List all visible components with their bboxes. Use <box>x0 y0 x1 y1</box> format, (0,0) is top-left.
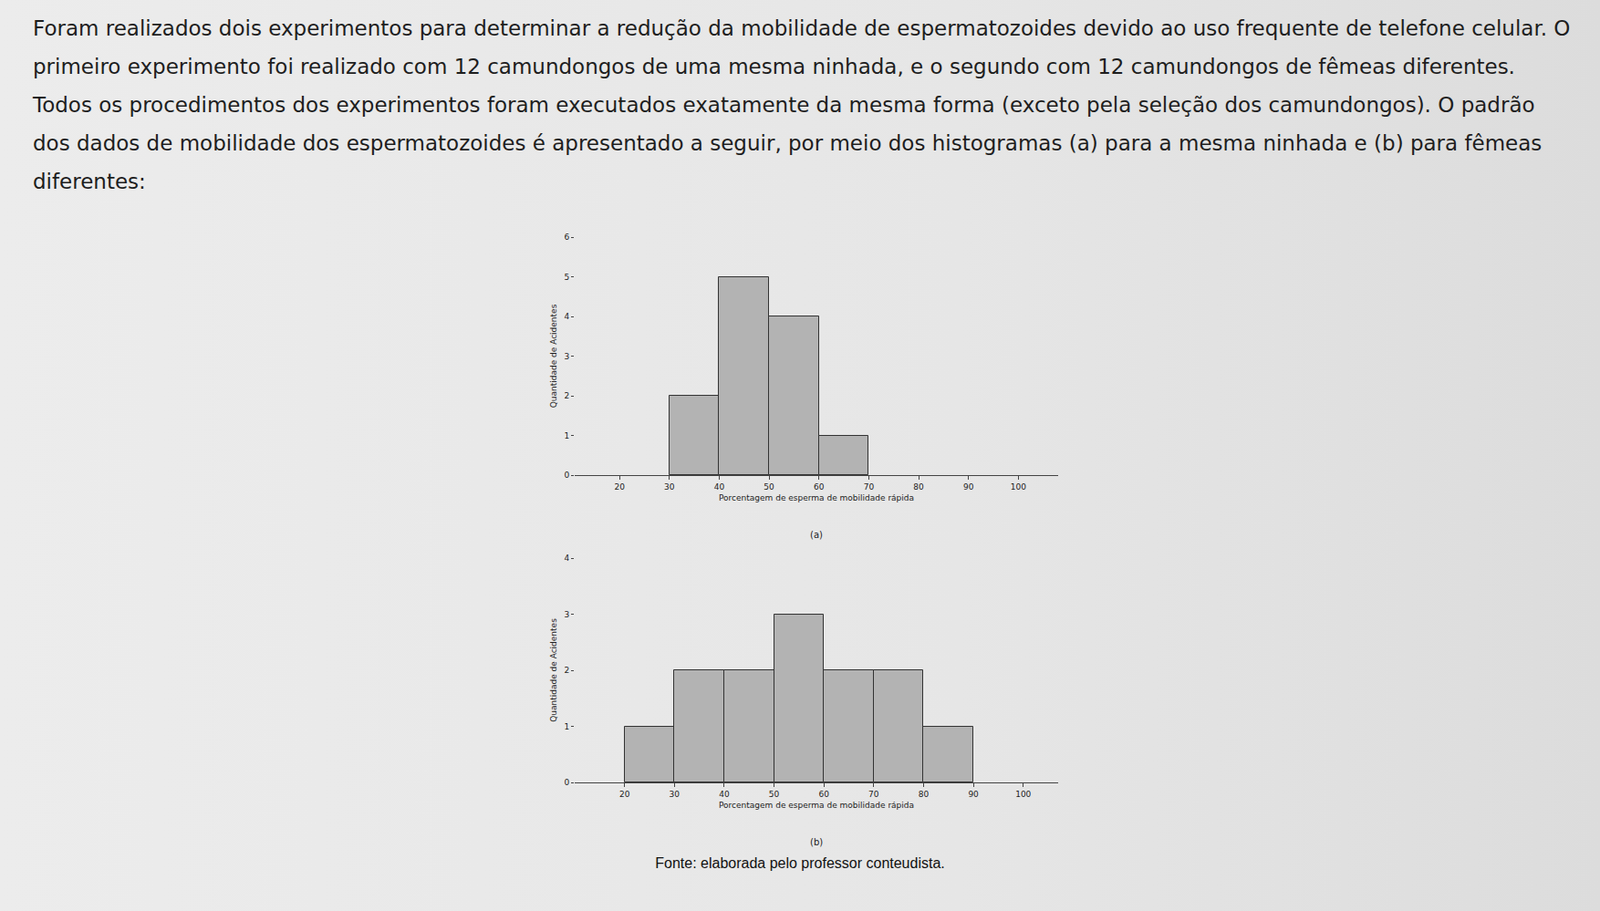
svg-text:Quantidade de Acidentes: Quantidade de Acidentes <box>549 618 559 723</box>
svg-text:3: 3 <box>563 610 570 620</box>
svg-text:60: 60 <box>813 482 825 492</box>
html-text:Fonte: elaborada pelo professo: Fonte: elaborada pelo professor conteudi… <box>655 855 945 872</box>
svg-text:90: 90 <box>967 789 979 800</box>
svg-text:40: 40 <box>718 789 730 800</box>
svg-text:30: 30 <box>664 482 676 492</box>
svg-text:Porcentagem de esperma de mobi: Porcentagem de esperma de mobilidade ráp… <box>718 800 915 811</box>
svg-text:4: 4 <box>563 311 570 322</box>
svg-text:60: 60 <box>818 789 830 800</box>
svg-text:0: 0 <box>563 470 570 480</box>
svg-text:20: 20 <box>613 482 625 492</box>
svg-text:5: 5 <box>563 272 570 282</box>
svg-text:Quantidade de Acidentes: Quantidade de Acidentes <box>549 303 559 408</box>
svg-text:Porcentagem de esperma de mobi: Porcentagem de esperma de mobilidade ráp… <box>718 493 915 503</box>
svg-text:100: 100 <box>1010 482 1027 492</box>
svg-text:2: 2 <box>563 665 570 676</box>
svg-text:6: 6 <box>563 232 570 242</box>
svg-text:100: 100 <box>1015 789 1031 800</box>
svg-text:(a): (a) <box>810 529 823 541</box>
svg-text:2: 2 <box>563 391 570 401</box>
svg-text:30: 30 <box>669 789 681 800</box>
svg-text:70: 70 <box>868 789 880 800</box>
svg-text:50: 50 <box>763 482 775 492</box>
svg-text:20: 20 <box>619 789 631 800</box>
svg-text:40: 40 <box>714 482 726 492</box>
svg-text:(b): (b) <box>810 837 823 848</box>
svg-text:50: 50 <box>768 789 780 800</box>
svg-text:1: 1 <box>563 722 570 732</box>
svg-text:1: 1 <box>563 431 570 441</box>
svg-text:70: 70 <box>863 482 875 492</box>
svg-text:80: 80 <box>918 789 930 800</box>
svg-text:80: 80 <box>913 482 925 492</box>
svg-text:90: 90 <box>963 482 975 492</box>
svg-text:3: 3 <box>563 352 570 362</box>
svg-text:0: 0 <box>563 778 570 788</box>
html-text:Foram realizados dois experime: Foram realizados dois experimentos para … <box>32 16 1571 194</box>
svg-text:4: 4 <box>563 553 570 563</box>
